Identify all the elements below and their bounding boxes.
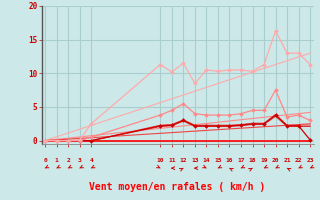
X-axis label: Vent moyen/en rafales ( km/h ): Vent moyen/en rafales ( km/h ) [90,182,266,192]
